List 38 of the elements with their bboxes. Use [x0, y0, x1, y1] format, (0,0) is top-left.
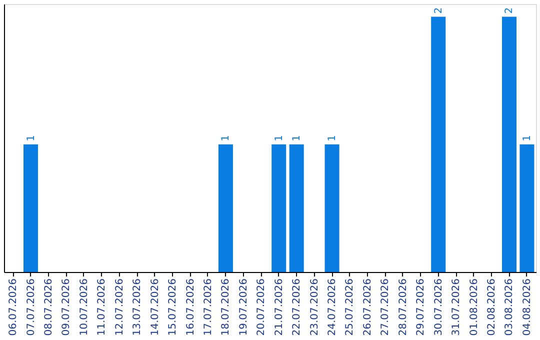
- data-label: 1: [26, 135, 37, 142]
- data-label: 1: [220, 135, 232, 142]
- data-label: 1: [274, 135, 285, 142]
- x-tick-label: 11.07.2026: [96, 278, 108, 336]
- x-tick-label: 23.07.2026: [309, 278, 320, 336]
- x-tick-label: 12.07.2026: [114, 278, 126, 336]
- x-tick-label: 28.07.2026: [398, 278, 409, 336]
- x-tick-label: 30.07.2026: [433, 278, 444, 336]
- x-tick-label: 13.07.2026: [132, 278, 144, 336]
- data-label: 1: [522, 135, 533, 142]
- x-tick-label: 06.07.2026: [8, 278, 20, 336]
- x-tick-label: 08.07.2026: [43, 278, 54, 336]
- x-tick-label: 04.08.2026: [522, 278, 533, 336]
- x-tick-label: 29.07.2026: [416, 278, 427, 336]
- x-tick-label: 26.07.2026: [362, 278, 374, 336]
- data-label: 2: [504, 7, 516, 14]
- x-tick-label: 16.07.2026: [185, 278, 196, 336]
- data-label: 2: [433, 7, 444, 14]
- x-tick-label: 24.07.2026: [327, 278, 338, 336]
- x-tick-label: 14.07.2026: [150, 278, 161, 336]
- x-tick-label: 10.07.2026: [78, 278, 90, 336]
- x-tick-label: 03.08.2026: [504, 278, 516, 336]
- x-tick-label: 15.07.2026: [168, 278, 179, 336]
- data-label: 1: [292, 135, 303, 142]
- x-tick-label: 02.08.2026: [486, 278, 498, 336]
- x-tick-label: 20.07.2026: [256, 278, 268, 336]
- x-tick-label: 19.07.2026: [238, 278, 250, 336]
- x-tick-label: 17.07.2026: [202, 278, 214, 336]
- x-tick-label: 21.07.2026: [274, 278, 285, 336]
- x-tick-label: 09.07.2026: [61, 278, 72, 336]
- x-tick-label: 27.07.2026: [380, 278, 392, 336]
- x-tick-label: 18.07.2026: [220, 278, 232, 336]
- x-tick-label: 31.07.2026: [451, 278, 462, 336]
- x-tick-label: 01.08.2026: [468, 278, 480, 336]
- x-tick-label: 25.07.2026: [344, 278, 356, 336]
- x-tick-label: 07.07.2026: [26, 278, 37, 336]
- data-label: 1: [327, 135, 338, 142]
- x-tick-label: 22.07.2026: [292, 278, 303, 336]
